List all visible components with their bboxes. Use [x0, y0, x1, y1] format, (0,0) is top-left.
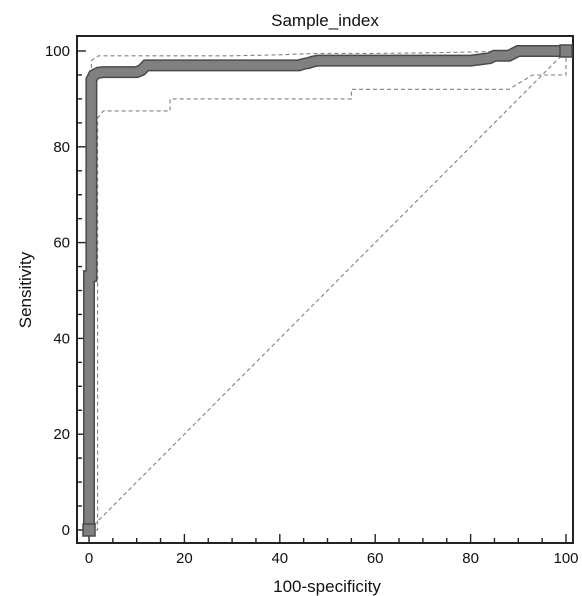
x-tick-label: 40: [271, 550, 288, 567]
y-tick-label: 80: [53, 139, 70, 156]
x-tick-label: 0: [85, 550, 93, 567]
x-tick-label: 20: [176, 550, 193, 567]
chart-title: Sample_index: [271, 11, 379, 30]
lower-confidence-bound: [89, 51, 567, 531]
y-tick-label: 40: [53, 330, 70, 347]
y-tick-label: 0: [62, 522, 70, 539]
roc-end-marker: [559, 44, 573, 58]
plot-area: 0 20 40 60 80 100 0 20 40 60 80 100: [45, 35, 579, 567]
y-tick-label: 100: [45, 43, 70, 60]
y-tick-label: 20: [53, 426, 70, 443]
upper-confidence-bound: [88, 50, 566, 531]
roc-start-marker: [82, 523, 96, 537]
y-axis-title: Sensitivity: [16, 251, 35, 328]
plot-frame: [76, 35, 574, 544]
reference-diagonal: [88, 50, 567, 531]
y-tick-label: 60: [53, 235, 70, 252]
x-tick-label: 100: [553, 550, 578, 567]
roc-curve: [84, 46, 566, 530]
x-tick-label: 80: [462, 550, 479, 567]
x-tick-label: 60: [367, 550, 384, 567]
x-axis-title: 100-specificity: [273, 577, 381, 596]
